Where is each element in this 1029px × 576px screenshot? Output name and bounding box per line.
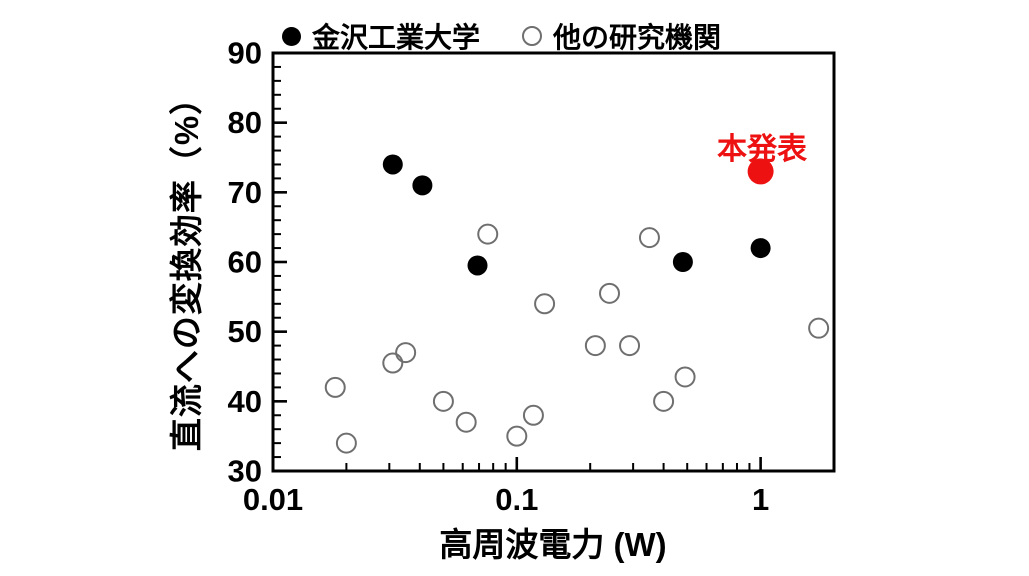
data-point [432, 390, 454, 412]
data-point [477, 223, 499, 245]
y-tick-label: 70 [228, 175, 262, 210]
data-point [599, 282, 621, 304]
data-point [653, 390, 675, 412]
data-point [412, 175, 433, 196]
x-tick-label: 0.1 [495, 482, 538, 517]
y-tick-label: 50 [228, 314, 262, 349]
data-point [506, 425, 528, 447]
plot-frame [271, 51, 836, 473]
data-point [395, 342, 417, 364]
data-point [808, 317, 830, 339]
data-point [467, 255, 488, 276]
x-axis-title: 高周波電力 (W) [439, 526, 667, 563]
y-tick-label: 30 [228, 454, 262, 489]
data-point [534, 293, 556, 315]
data-point [747, 158, 774, 185]
data-point [674, 366, 696, 388]
data-point [672, 252, 693, 272]
y-tick-label: 90 [228, 36, 262, 71]
data-point [638, 227, 660, 249]
data-point [324, 376, 346, 398]
legend: 金沢工業大学 他の研究機関 [282, 16, 721, 56]
data-point [382, 154, 403, 175]
open-circle-icon [522, 26, 543, 46]
data-point [335, 432, 357, 454]
data-point [455, 411, 477, 433]
y-axis-title: 直流への変換効率（%） [168, 80, 205, 452]
legend-label: 金沢工業大学 [312, 22, 481, 53]
y-tick-label: 80 [228, 105, 262, 140]
data-point [619, 335, 641, 357]
filled-circle-icon [282, 26, 301, 46]
x-tick-label: 0.01 [243, 482, 303, 517]
y-tick-label: 60 [228, 245, 262, 280]
data-point [750, 238, 771, 259]
legend-item-others: 他の研究機関 [522, 16, 721, 56]
data-point [382, 352, 404, 374]
highlight-annotation: 本発表 [717, 133, 807, 166]
x-tick-label: 1 [752, 482, 769, 517]
legend-item-kanazawa: 金沢工業大学 [282, 16, 480, 56]
legend-label: 他の研究機関 [553, 22, 722, 53]
y-tick-label: 40 [228, 384, 262, 419]
data-point [522, 404, 544, 426]
data-point [584, 335, 606, 357]
